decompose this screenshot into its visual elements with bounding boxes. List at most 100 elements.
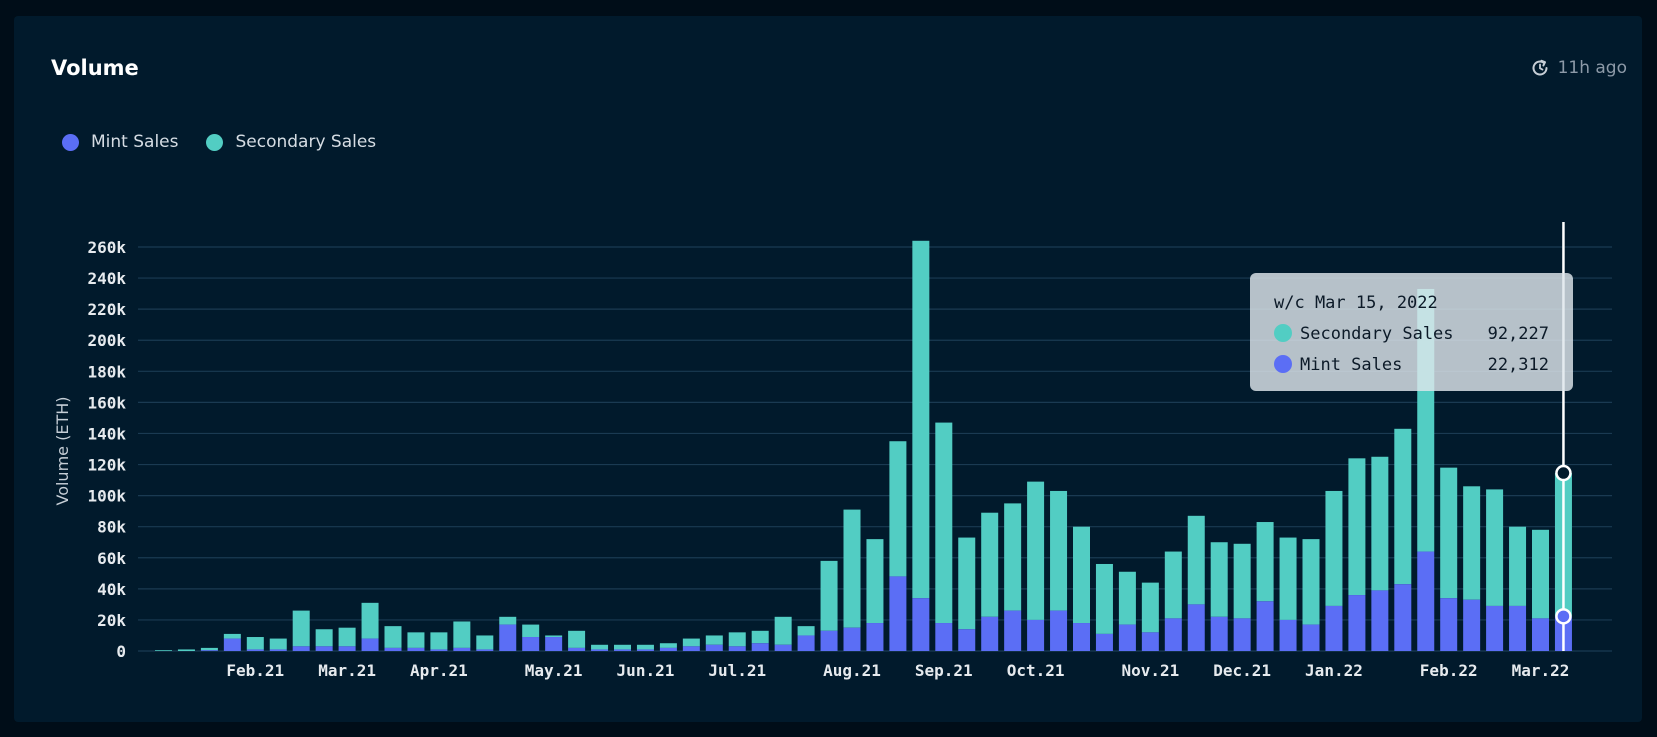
- bar-mint-sales[interactable]: [820, 630, 838, 651]
- bar-mint-sales[interactable]: [636, 649, 654, 651]
- bar-mint-sales[interactable]: [568, 647, 586, 651]
- bar-secondary-sales[interactable]: [705, 635, 723, 645]
- bar-mint-sales[interactable]: [1141, 632, 1159, 651]
- bar-secondary-sales[interactable]: [1027, 481, 1045, 620]
- bar-secondary-sales[interactable]: [1371, 456, 1389, 591]
- bar-secondary-sales[interactable]: [1210, 542, 1228, 617]
- bar-mint-sales[interactable]: [889, 576, 907, 651]
- bar-secondary-sales[interactable]: [1187, 515, 1205, 605]
- bar-mint-sales[interactable]: [591, 649, 609, 651]
- last-updated[interactable]: 11h ago: [1530, 58, 1627, 78]
- bar-secondary-sales[interactable]: [774, 616, 792, 645]
- bar-mint-sales[interactable]: [1463, 599, 1481, 651]
- bar-mint-sales[interactable]: [1256, 601, 1274, 651]
- bar-secondary-sales[interactable]: [636, 644, 654, 650]
- bar-secondary-sales[interactable]: [1440, 467, 1458, 599]
- bar-secondary-sales[interactable]: [1233, 543, 1251, 619]
- bar-secondary-sales[interactable]: [591, 644, 609, 650]
- bar-secondary-sales[interactable]: [751, 630, 769, 644]
- bar-mint-sales[interactable]: [223, 638, 241, 651]
- bar-secondary-sales[interactable]: [1279, 537, 1297, 620]
- bar-secondary-sales[interactable]: [843, 509, 861, 628]
- bar-mint-sales[interactable]: [384, 647, 402, 651]
- bar-mint-sales[interactable]: [705, 644, 723, 651]
- bar-mint-sales[interactable]: [1417, 551, 1435, 651]
- bar-secondary-sales[interactable]: [292, 610, 310, 647]
- bar-secondary-sales[interactable]: [1532, 529, 1549, 619]
- bar-mint-sales[interactable]: [1118, 624, 1136, 651]
- bar-secondary-sales[interactable]: [866, 539, 884, 624]
- bar-mint-sales[interactable]: [1279, 619, 1297, 651]
- bar-mint-sales[interactable]: [1095, 633, 1113, 651]
- bar-mint-sales[interactable]: [1004, 610, 1022, 651]
- bar-mint-sales[interactable]: [1486, 605, 1504, 651]
- bar-secondary-sales[interactable]: [246, 637, 264, 650]
- bar-mint-sales[interactable]: [935, 623, 953, 651]
- bar-secondary-sales[interactable]: [545, 635, 563, 638]
- bar-mint-sales[interactable]: [200, 650, 218, 651]
- bar-mint-sales[interactable]: [1233, 618, 1251, 651]
- bar-secondary-sales[interactable]: [1509, 526, 1527, 606]
- bar-mint-sales[interactable]: [774, 644, 792, 651]
- bar-mint-sales[interactable]: [1348, 595, 1366, 651]
- bar-mint-sales[interactable]: [912, 598, 930, 651]
- bar-mint-sales[interactable]: [1532, 618, 1549, 651]
- bar-secondary-sales[interactable]: [430, 632, 448, 650]
- bar-mint-sales[interactable]: [522, 637, 540, 651]
- bar-secondary-sales[interactable]: [384, 626, 402, 648]
- bar-secondary-sales[interactable]: [1348, 458, 1366, 596]
- bar-mint-sales[interactable]: [958, 629, 976, 651]
- bar-mint-sales[interactable]: [682, 646, 700, 651]
- bar-secondary-sales[interactable]: [269, 638, 287, 650]
- bar-secondary-sales[interactable]: [200, 647, 218, 651]
- bar-secondary-sales[interactable]: [361, 602, 379, 639]
- bar-mint-sales[interactable]: [1509, 605, 1527, 651]
- bar-mint-sales[interactable]: [315, 646, 333, 651]
- bar-secondary-sales[interactable]: [522, 624, 540, 638]
- bar-mint-sales[interactable]: [246, 649, 264, 651]
- bar-secondary-sales[interactable]: [889, 441, 907, 577]
- bar-mint-sales[interactable]: [545, 637, 563, 651]
- bar-mint-sales[interactable]: [843, 627, 861, 651]
- bar-secondary-sales[interactable]: [1486, 489, 1504, 606]
- bar-secondary-sales[interactable]: [1164, 551, 1182, 619]
- bar-mint-sales[interactable]: [728, 646, 746, 651]
- bar-mint-sales[interactable]: [614, 649, 631, 651]
- bar-secondary-sales[interactable]: [476, 635, 494, 650]
- bar-mint-sales[interactable]: [292, 646, 310, 651]
- bar-secondary-sales[interactable]: [1004, 503, 1022, 611]
- bar-secondary-sales[interactable]: [1325, 490, 1343, 606]
- bar-mint-sales[interactable]: [269, 649, 287, 651]
- bar-secondary-sales[interactable]: [568, 630, 586, 648]
- bar-mint-sales[interactable]: [1027, 619, 1045, 651]
- bar-mint-sales[interactable]: [1440, 598, 1458, 651]
- bar-mint-sales[interactable]: [407, 647, 425, 651]
- bar-secondary-sales[interactable]: [981, 512, 999, 617]
- bar-secondary-sales[interactable]: [1256, 522, 1274, 602]
- bar-secondary-sales[interactable]: [659, 643, 677, 648]
- bar-mint-sales[interactable]: [751, 643, 769, 651]
- bar-mint-sales[interactable]: [1325, 605, 1343, 651]
- bar-mint-sales[interactable]: [338, 646, 356, 651]
- bar-secondary-sales[interactable]: [1073, 526, 1090, 624]
- bar-secondary-sales[interactable]: [1095, 563, 1113, 634]
- bar-mint-sales[interactable]: [1302, 624, 1320, 651]
- legend-item-mint-sales[interactable]: Mint Sales: [62, 132, 178, 152]
- bar-secondary-sales[interactable]: [155, 650, 172, 651]
- bar-mint-sales[interactable]: [453, 647, 471, 651]
- bar-secondary-sales[interactable]: [338, 627, 356, 647]
- bar-secondary-sales[interactable]: [407, 632, 425, 648]
- bar-secondary-sales[interactable]: [935, 422, 953, 624]
- bar-mint-sales[interactable]: [1164, 618, 1182, 651]
- bar-secondary-sales[interactable]: [1141, 582, 1159, 633]
- bar-secondary-sales[interactable]: [614, 644, 631, 650]
- bar-secondary-sales[interactable]: [315, 629, 333, 647]
- legend-item-secondary-sales[interactable]: Secondary Sales: [206, 132, 376, 152]
- bar-secondary-sales[interactable]: [453, 621, 471, 648]
- bar-secondary-sales[interactable]: [499, 616, 517, 625]
- bar-secondary-sales[interactable]: [177, 649, 195, 651]
- bar-mint-sales[interactable]: [476, 649, 494, 651]
- bar-mint-sales[interactable]: [1394, 584, 1412, 651]
- bar-mint-sales[interactable]: [659, 647, 677, 651]
- bar-secondary-sales[interactable]: [223, 633, 241, 639]
